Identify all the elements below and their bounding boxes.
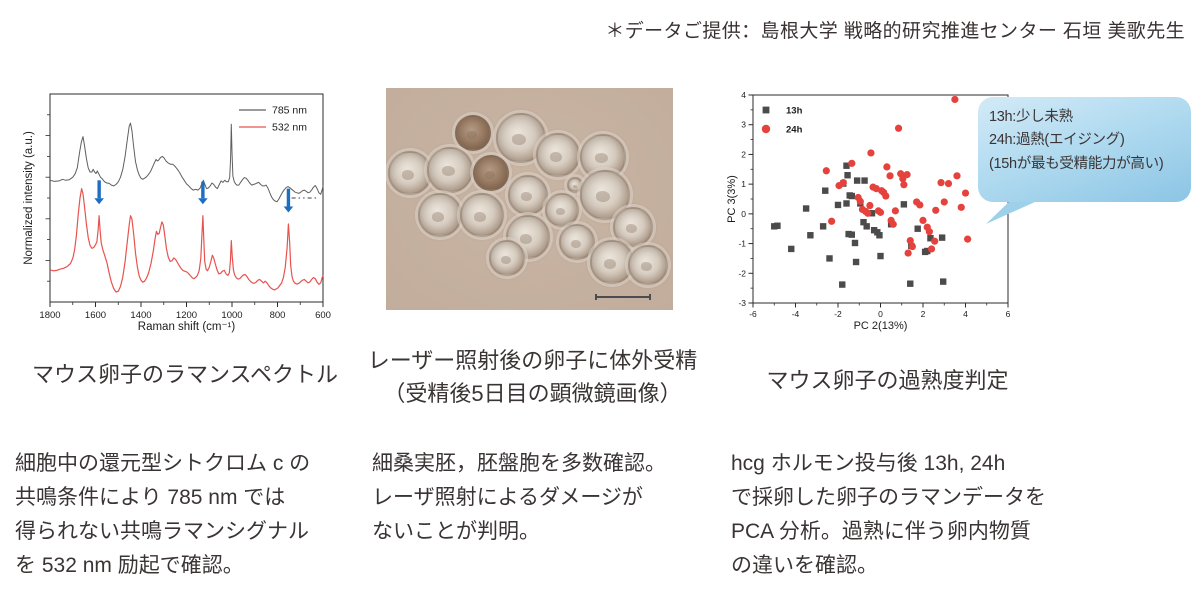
embryo-texture [595,153,608,163]
raman-legend-label: 532 nm [272,122,307,134]
pca-y-tick: 4 [741,90,746,100]
pca-y-tick: 2 [741,149,746,159]
pca-y-tick: -3 [738,298,746,308]
down-arrow-icon [198,198,208,205]
pca-x-tick: -2 [834,309,842,319]
embryo-cell [590,240,634,284]
pca-x-axis-label: PC 2(13%) [854,320,908,332]
caption-pca: マウス卵子の過熟度判定 [766,368,1009,393]
embryo-texture [573,185,577,188]
embryo-texture [467,131,477,139]
embryo-cell [418,193,462,237]
pca-x-tick: -6 [749,309,757,319]
raman-x-tick: 1600 [85,310,106,321]
raman-x-axis-label: Raman shift (cm⁻¹) [138,321,236,333]
embryo-cell [489,240,525,276]
embryo-texture [626,224,637,233]
embryo-texture [550,152,562,162]
raman-x-tick: 800 [270,310,286,321]
embryo-texture [571,240,581,248]
raman-x-tick: 1200 [176,310,197,321]
pca-x-tick: 6 [1006,309,1011,319]
pca-series-13h [771,162,947,288]
embryo-texture [596,191,610,202]
description-micro: 細桑実胚，胚盤胞を多数確認。 レーザ照射によるダメージが ないことが判明。 [372,452,666,543]
embryo-texture [442,166,455,176]
embryo-texture [485,171,495,179]
embryo-texture [402,170,414,180]
bubble-tail-icon [986,197,1046,224]
pca-x-tick: 4 [963,309,968,319]
embryo-cell [460,193,504,237]
pca-y-tick: -1 [738,239,746,249]
pca-legend-label: 13h [786,106,803,117]
pca-y-tick: 3 [741,120,746,130]
embryo-texture [432,212,444,222]
embryo-texture [474,212,486,222]
pca-x-tick: -4 [792,309,800,319]
embryo-cell [427,147,473,193]
embryo-cell [628,245,668,285]
embryo-texture [521,192,532,201]
pca-y-tick: 1 [741,179,746,189]
down-arrow-icon [283,206,294,213]
pca-y-tick: -2 [738,268,746,278]
embryo-texture [556,208,565,215]
caption-raman: マウス卵子のラマンスペクトル [31,362,339,387]
raman-legend-label: 785 nm [272,105,307,117]
down-arrow-icon [94,198,104,205]
embryo-texture [604,259,616,269]
raman-x-tick: 600 [315,310,331,321]
pca-y-tick: 0 [741,209,746,219]
legend-circle-icon [761,124,771,134]
micro-image [386,88,673,310]
raman-curve-785nm [49,122,324,203]
embryo-cell [536,133,580,177]
embryo-cell [545,193,579,227]
pca-chart: -6 -4 -2 0 2 4 6 -3 -2 -1 0 1 2 3 4 PC 2(13%) PC 3(3%) 13… [726,90,1011,332]
raman-x-tick: 1800 [39,310,60,321]
embryo-texture [501,256,511,264]
embryo-cell [388,151,432,195]
speech-bubble: 13h:少し未熟 24h:過熱(エイジング) (15hが最も受精能力が高い) [978,97,1191,202]
legend-square-icon [762,106,770,114]
scale-bar [595,294,651,300]
embryo-cell [455,115,491,151]
embryo-cell [613,207,653,247]
pca-series-24h [822,95,972,257]
pca-y-axis-label: PC 3(3%) [726,175,738,223]
embryo-cell [473,155,509,191]
embryo-texture [512,134,526,145]
pca-x-tick: 0 [878,309,883,319]
description-raman: 細胞中の還元型シトクロム c の 共鳴条件により 785 nm では 得られない… [15,452,311,577]
raman-x-tick: 1400 [130,310,151,321]
raman-chart: 1800 1600 1400 1200 1000 800 600 Raman shift (c… [23,93,331,333]
caption-micro: レーザー照射後の卵子に体外受精 （受精後5日目の顕微鏡画像） [367,348,698,406]
raman-curve-532nm [49,187,324,293]
raman-x-tick: 1000 [221,310,242,321]
pca-legend-label: 24h [786,125,803,136]
credit-text: ＊データご提供：島根大学 戦略的研究推進センター 石垣 美歌先生 [605,21,1185,42]
raman-y-axis-label: Normalized intensity (a.u.) [23,131,35,265]
embryo-cell [559,224,595,260]
description-pca: hcg ホルモン投与後 13h, 24h で採卵した卵子のラマンデータを PCA… [731,452,1046,577]
embryo-texture [520,234,532,244]
embryo-cell [508,175,548,215]
pca-x-tick: 2 [921,309,926,319]
embryo-texture [641,262,652,271]
